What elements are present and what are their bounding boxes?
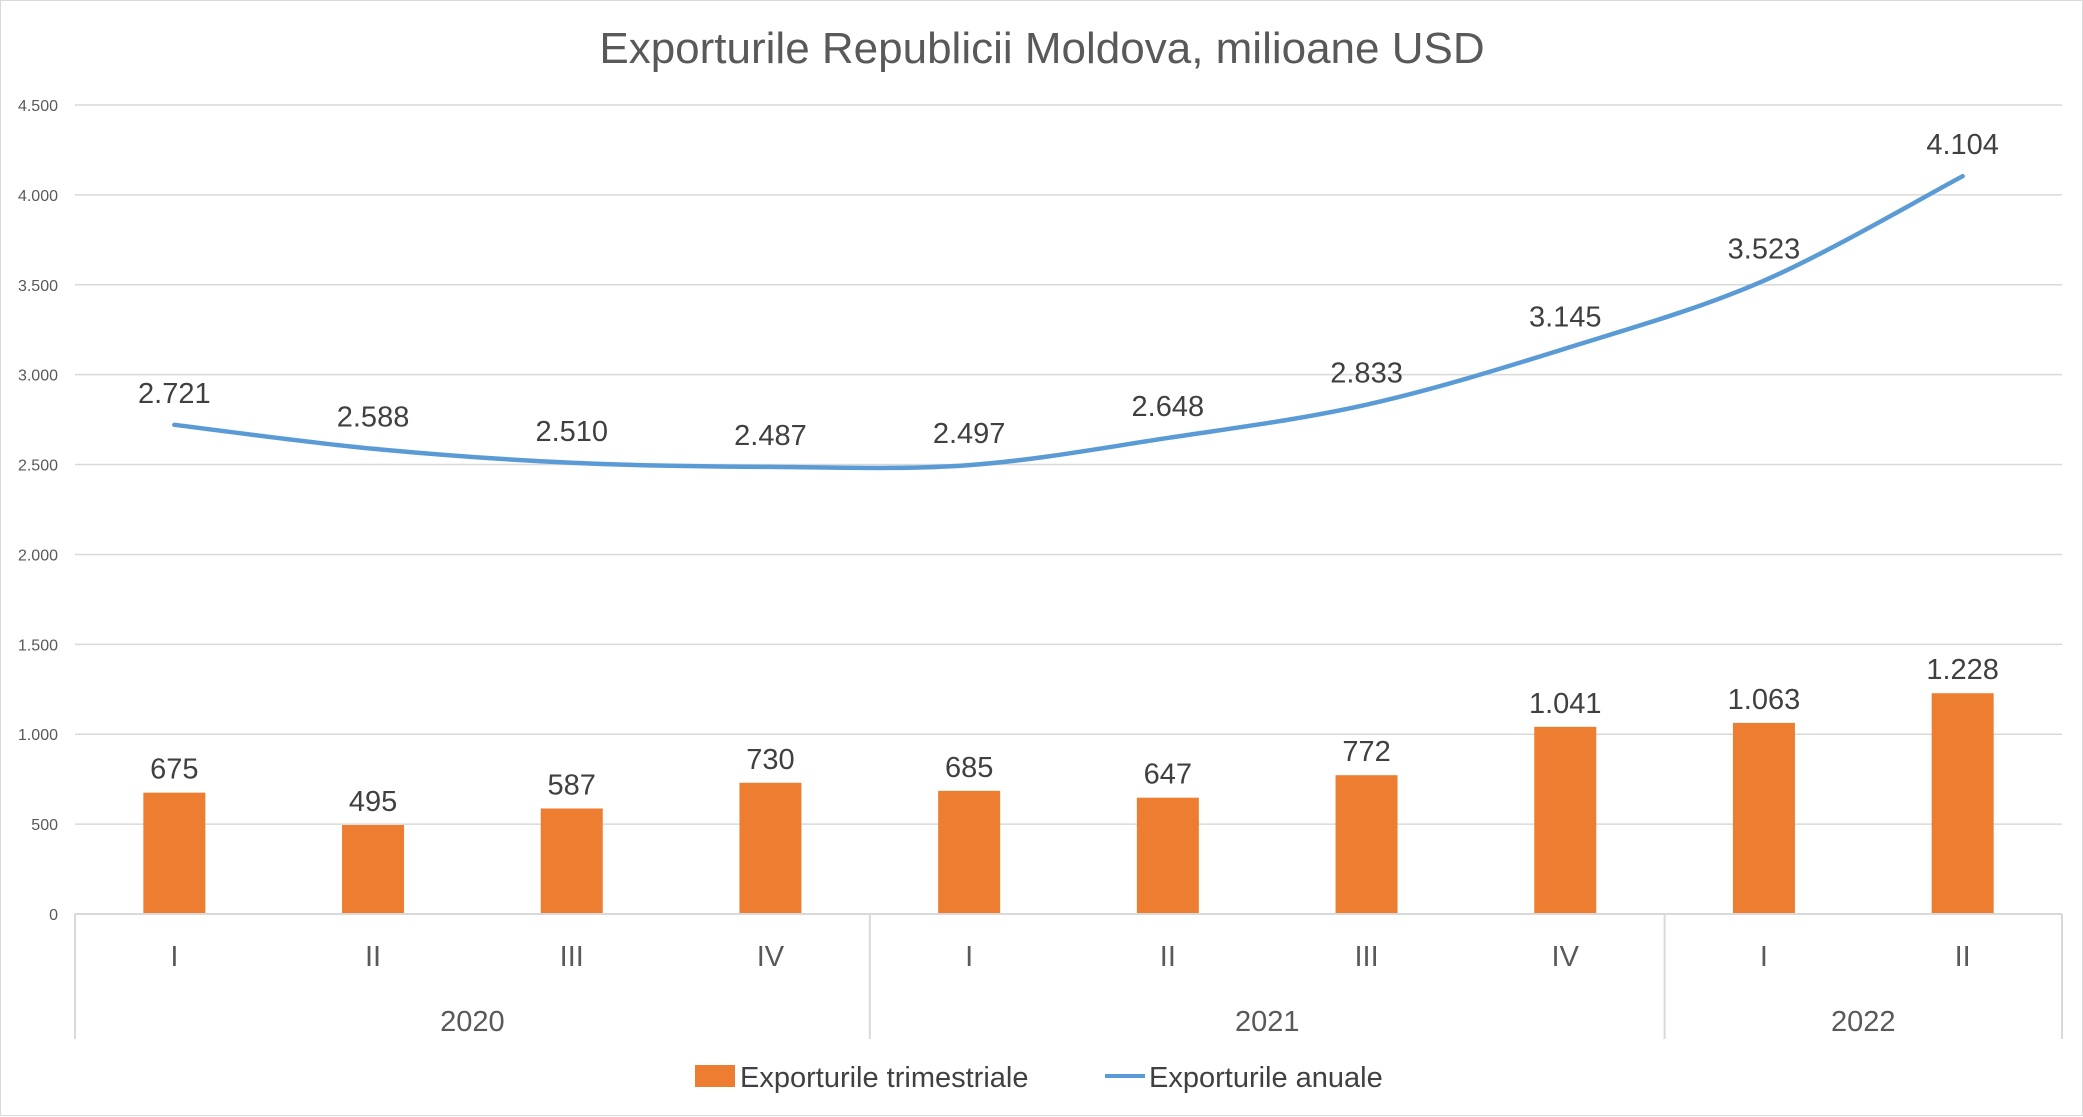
- line-data-label: 2.721: [138, 378, 211, 410]
- line-data-label: 2.833: [1330, 358, 1403, 390]
- legend-swatch-bar: [695, 1065, 735, 1087]
- bar: [1931, 693, 1994, 914]
- bar: [1732, 722, 1795, 914]
- line-data-label: 2.510: [535, 416, 608, 448]
- bar-data-label: 647: [1144, 759, 1192, 791]
- x-category-label: II: [1160, 941, 1176, 973]
- x-category-label: I: [170, 941, 178, 973]
- x-group-label: 2021: [1235, 1006, 1300, 1038]
- x-category-label: III: [560, 941, 584, 973]
- y-tick-label: 1.000: [18, 727, 58, 744]
- legend-label-bar: Exporturile trimestriale: [740, 1062, 1028, 1094]
- line-data-label: 2.648: [1132, 391, 1205, 423]
- bar: [342, 825, 405, 914]
- bar-data-label: 1.228: [1926, 654, 1999, 686]
- bar-data-label: 587: [548, 769, 596, 801]
- chart-title: Exporturile Republicii Moldova, milioane…: [599, 24, 1484, 73]
- bar-data-label: 1.063: [1728, 684, 1801, 716]
- line-data-label: 3.523: [1728, 234, 1801, 266]
- legend: Exporturile trimestriale Exporturile anu…: [695, 1062, 1383, 1094]
- x-group-label: 2022: [1831, 1006, 1896, 1038]
- y-tick-label: 4.500: [18, 98, 58, 115]
- bar: [1335, 775, 1398, 914]
- line-data-label: 2.487: [734, 420, 807, 452]
- x-category-label: I: [965, 941, 973, 973]
- series-line: [172, 173, 1965, 471]
- bar-data-label: 730: [746, 744, 794, 776]
- x-category-label: III: [1354, 941, 1378, 973]
- y-tick-label: 4.000: [18, 188, 58, 205]
- x-category-label: I: [1760, 941, 1768, 973]
- bar-data-label: 1.041: [1529, 688, 1602, 720]
- legend-label-line: Exporturile anuale: [1149, 1062, 1383, 1094]
- line-data-label: 2.497: [933, 418, 1006, 450]
- line-data-label: 3.145: [1529, 302, 1602, 334]
- bar-series: [143, 693, 1994, 914]
- bar-data-labels: 675 495 587 730 685 647 772 1.041 1.063 1.228: [150, 654, 1999, 818]
- y-tick-label: 1.500: [18, 637, 58, 654]
- x-category-label: II: [1955, 941, 1971, 973]
- y-tick-label: 2.000: [18, 547, 58, 564]
- bar-data-label: 685: [945, 752, 993, 784]
- line-data-labels: 2.721 2.588 2.510 2.487 2.497 2.648 2.833 3.145…: [138, 129, 1999, 452]
- bar: [1534, 726, 1597, 914]
- line-series: [172, 173, 1965, 471]
- bar: [540, 808, 603, 914]
- y-axis: 0 500 1.000 1.500 2.000 2.500 3.000 3.500 4.000 4…: [18, 98, 58, 924]
- line-data-label: 4.104: [1926, 129, 1999, 161]
- y-tick-label: 3.500: [18, 278, 58, 295]
- x-category-label: IV: [757, 941, 785, 973]
- bar-data-label: 495: [349, 786, 397, 818]
- x-category-label: II: [365, 941, 381, 973]
- y-tick-label: 500: [31, 817, 58, 834]
- bar: [1136, 797, 1199, 914]
- y-tick-label: 0: [49, 907, 58, 924]
- line-data-label: 2.588: [337, 402, 410, 434]
- bar: [143, 792, 206, 914]
- bar-data-label: 675: [150, 754, 198, 786]
- bar: [938, 790, 1001, 914]
- y-tick-label: 3.000: [18, 368, 58, 385]
- bar-data-label: 772: [1342, 736, 1390, 768]
- y-tick-label: 2.500: [18, 458, 58, 475]
- gridlines: [75, 104, 2062, 825]
- x-category-label: IV: [1552, 941, 1580, 973]
- x-group-label: 2020: [440, 1006, 505, 1038]
- bar: [739, 782, 802, 914]
